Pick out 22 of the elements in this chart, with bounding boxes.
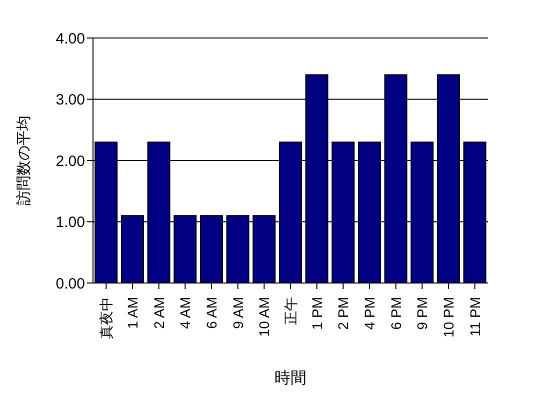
x-tick-label: 11 PM — [466, 297, 483, 336]
x-tick-label: 9 PM — [414, 297, 430, 330]
x-tick-label: 6 AM — [204, 297, 220, 329]
x-tick-label: 9 AM — [230, 297, 246, 329]
y-tick-label: 3.00 — [56, 92, 85, 109]
x-tick-label: 10 PM — [440, 297, 456, 338]
x-tick-label: 真夜中 — [98, 297, 114, 339]
y-tick-label: 0.00 — [56, 275, 85, 292]
x-tick-label: 4 AM — [177, 297, 194, 329]
x-tick-label: 正午 — [282, 297, 298, 325]
y-tick-label: 4.00 — [56, 30, 85, 48]
y-tick-label: 2.00 — [56, 152, 85, 170]
x-tick-label: 1 PM — [308, 297, 325, 330]
x-tick-label: 2 PM — [335, 297, 352, 330]
x-axis-title: 時間 — [274, 369, 306, 387]
y-axis-title: 訪問数の平均 — [15, 116, 32, 206]
x-tick-label: 6 PM — [388, 297, 404, 330]
x-tick-label: 10 AM — [256, 297, 272, 337]
y-tick-label: 1.00 — [56, 214, 85, 232]
x-tick-label: 2 AM — [150, 297, 167, 329]
x-tick-label: 4 PM — [362, 297, 378, 330]
x-tick-label: 1 AM — [124, 297, 140, 329]
